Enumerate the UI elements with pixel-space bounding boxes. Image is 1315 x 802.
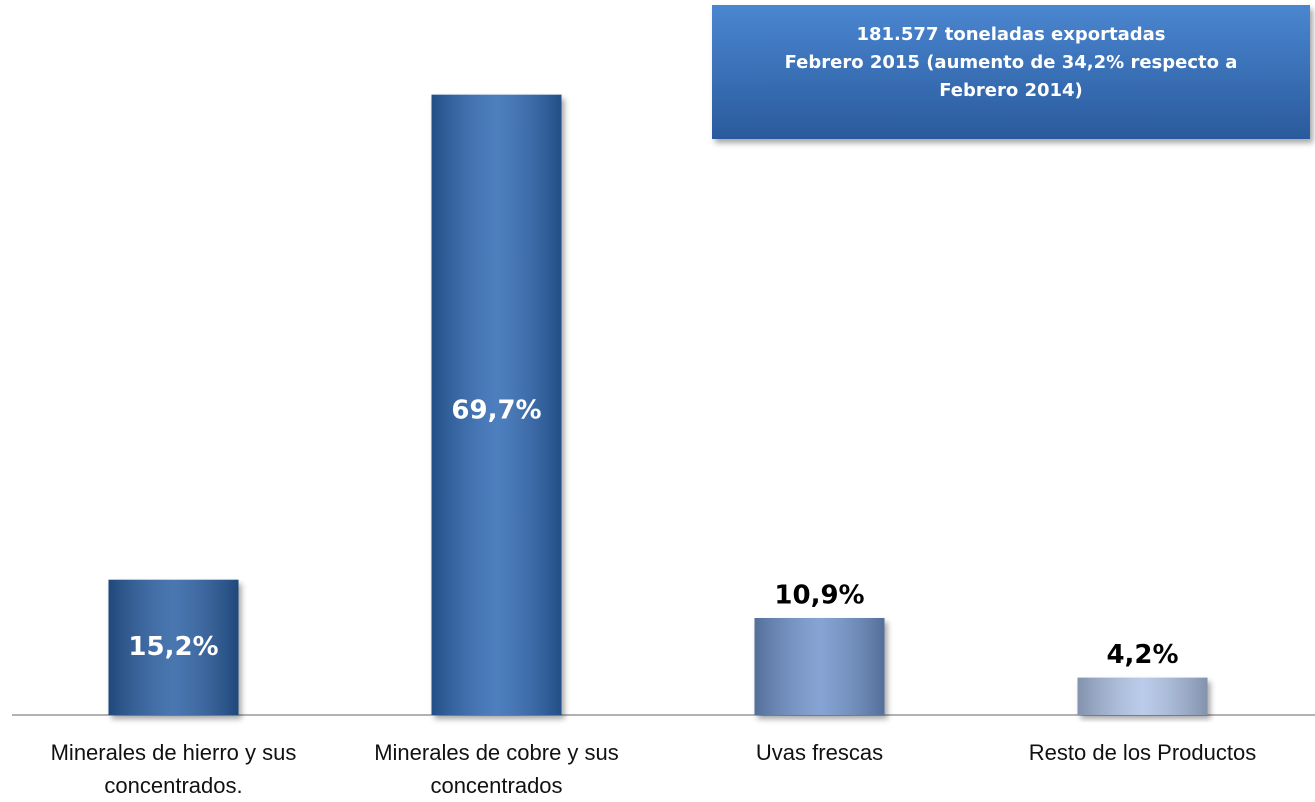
x-tick-label: Minerales de hierro y sus concentrados. [50,740,297,798]
annotation-text: Febrero 2014) [939,80,1083,101]
annotation-text: Febrero 2015 (aumento de 34,2% respecto … [785,52,1238,73]
bar-shine [1077,677,1208,715]
annotation-box [712,5,1310,139]
data-label: 69,7% [451,396,541,426]
bar-shine [754,617,885,715]
bar-shine [108,579,239,715]
x-tick-label: Uvas frescas [755,740,884,765]
data-label: 4,2% [1106,640,1178,670]
annotation-text: 181.577 toneladas exportadas [856,24,1165,45]
x-tick-label: Resto de los Productos [1028,740,1257,765]
data-label: 15,2% [128,632,218,662]
x-tick-label: Minerales de cobre y sus concentrados [374,740,619,798]
data-label: 10,9% [774,580,864,610]
bar-shine [431,94,562,716]
